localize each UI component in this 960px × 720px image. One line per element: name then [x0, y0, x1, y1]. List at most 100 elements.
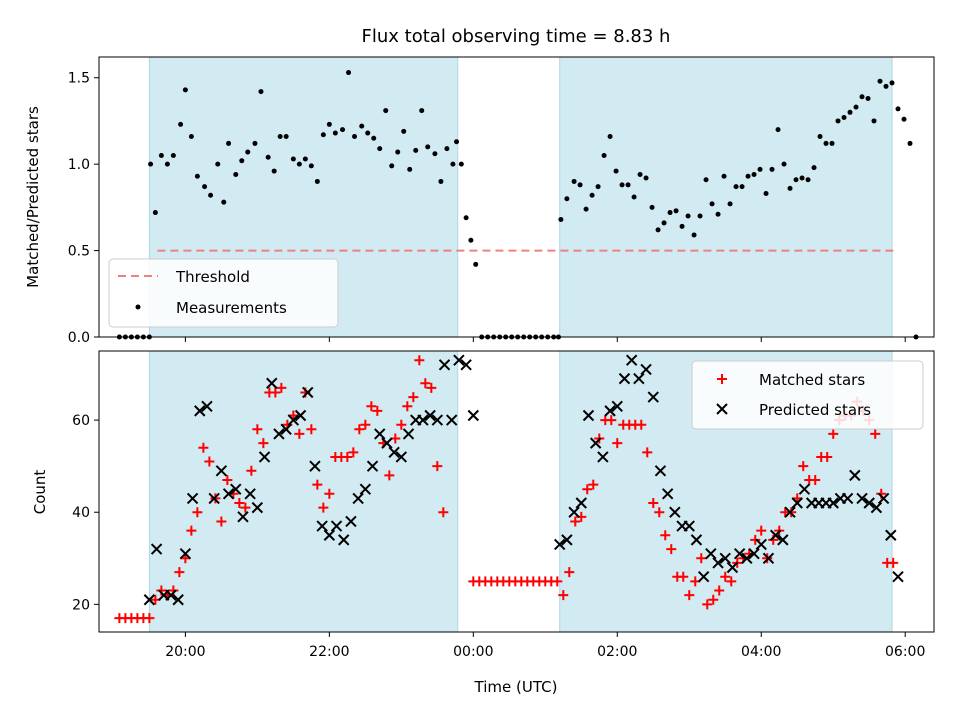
matched-star-point	[252, 424, 263, 435]
measurement-point	[625, 182, 631, 188]
measurement-point	[346, 70, 352, 76]
bottom-legend: Matched stars Predicted stars	[691, 360, 924, 430]
predicted-star-point	[237, 511, 249, 523]
predicted-star-point	[863, 497, 875, 509]
matched-star-point	[246, 465, 257, 476]
matched-star-point	[708, 594, 719, 605]
predicted-star-point	[287, 414, 300, 426]
predicted-star-point	[791, 497, 803, 509]
matched-star-point	[360, 419, 371, 430]
matched-star-point	[642, 447, 653, 458]
matched-star-point	[810, 474, 821, 485]
top-ylabel: Matched/Predicted stars	[24, 106, 42, 288]
measurement-point	[473, 261, 479, 267]
predicted-star-point	[388, 446, 400, 459]
measurement-point	[265, 154, 271, 160]
predicted-star-point	[669, 506, 681, 518]
measurement-point	[673, 208, 679, 214]
matched-star-point	[726, 576, 737, 587]
measurement-point	[407, 166, 413, 172]
measurement-point	[595, 184, 601, 190]
measurement-point	[463, 215, 469, 221]
measurement-point	[208, 192, 214, 198]
predicted-star-point	[316, 520, 328, 532]
measurement-point	[332, 130, 338, 136]
xlabel: Time (UTC)	[474, 678, 558, 696]
measurement-point	[871, 118, 877, 124]
measurement-point	[577, 182, 583, 188]
measurement-point	[697, 213, 703, 219]
predicted-star-point	[856, 492, 868, 505]
measurement-point	[290, 156, 296, 162]
predicted-star-point	[352, 492, 364, 505]
predicted-star-point	[640, 363, 652, 376]
measurement-point	[613, 168, 619, 174]
predicted-star-point	[611, 400, 623, 412]
top-panel: 0.0 0.5 1.0 1.5 Matched/Predicted stars Thr…	[24, 56, 935, 346]
predicted-star-point	[222, 488, 235, 500]
matched-star-point	[678, 571, 689, 582]
predicted-star-point	[777, 534, 789, 546]
measurement-point	[454, 139, 460, 145]
matched-star-point	[312, 479, 323, 490]
measurement-point	[829, 140, 835, 146]
predicted-star-point	[604, 405, 616, 417]
measurement-point	[352, 134, 358, 140]
matched-star-point	[828, 428, 839, 439]
predicted-star-point	[625, 354, 638, 366]
predicted-star-point	[741, 552, 753, 565]
matched-star-point	[720, 571, 731, 582]
predicted-star-point	[230, 483, 242, 495]
matched-star-point	[204, 456, 215, 467]
measurement-point	[277, 134, 283, 140]
matched-star-point	[342, 451, 353, 462]
predicted-star-point	[150, 543, 163, 555]
matched-star-point	[750, 534, 761, 545]
legend-matched-label: Matched stars	[759, 371, 865, 389]
predicted-stars-points	[143, 354, 904, 606]
measurement-point	[679, 223, 685, 229]
matched-star-point	[552, 576, 563, 587]
matched-star-point	[426, 382, 437, 393]
measurement-point	[877, 78, 883, 84]
matched-star-point	[354, 424, 365, 435]
measurement-point	[775, 127, 781, 133]
top-x-ticks	[184, 337, 906, 342]
measurement-point	[389, 163, 395, 169]
measurement-point	[661, 220, 667, 226]
predicted-star-point	[467, 409, 480, 422]
y-tick-label: 60	[72, 413, 90, 429]
measurement-point	[314, 178, 320, 184]
measurement-point	[377, 146, 383, 152]
predicted-star-point	[690, 534, 703, 546]
predicted-star-point	[273, 428, 285, 440]
matched-star-point	[822, 451, 833, 462]
matched-star-point	[438, 507, 449, 518]
measurement-point	[619, 182, 625, 188]
measurement-point	[709, 201, 715, 207]
measurement-point	[365, 130, 371, 136]
predicted-star-point	[568, 506, 580, 518]
predicted-star-point	[165, 589, 177, 601]
y-tick-label: 0.0	[68, 330, 90, 346]
measurement-point	[721, 173, 727, 179]
predicted-star-point	[395, 451, 408, 463]
bottom-y-ticks: 20 40 60	[72, 413, 99, 613]
top-axes-frame	[98, 56, 935, 338]
measurement-point	[589, 192, 595, 198]
predicted-star-point	[633, 372, 645, 385]
bottom-legend-box	[691, 360, 924, 430]
predicted-star-point	[374, 428, 386, 440]
measurement-point	[326, 121, 332, 127]
predicted-star-point	[654, 465, 667, 477]
measurement-point	[425, 144, 431, 150]
matched-star-point	[324, 488, 335, 499]
predicted-star-point	[266, 377, 278, 389]
matched-star-point	[240, 502, 251, 513]
matched-star-point	[270, 387, 281, 398]
matched-star-point	[258, 438, 269, 449]
measurement-point	[182, 87, 188, 93]
predicted-star-point	[143, 594, 156, 606]
predicted-star-point	[453, 354, 465, 366]
matched-star-point	[372, 405, 383, 416]
